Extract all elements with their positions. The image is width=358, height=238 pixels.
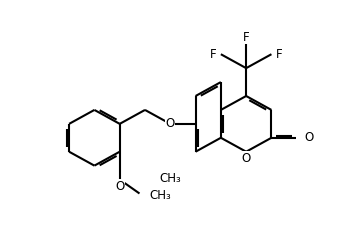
Text: CH₃: CH₃ bbox=[150, 189, 171, 202]
Text: F: F bbox=[209, 48, 216, 61]
Text: CH₃: CH₃ bbox=[159, 172, 181, 185]
Text: F: F bbox=[243, 31, 250, 44]
Text: F: F bbox=[276, 48, 283, 61]
Text: O: O bbox=[242, 152, 251, 165]
Text: O: O bbox=[166, 117, 175, 130]
Text: O: O bbox=[304, 131, 314, 144]
Text: O: O bbox=[115, 180, 124, 193]
